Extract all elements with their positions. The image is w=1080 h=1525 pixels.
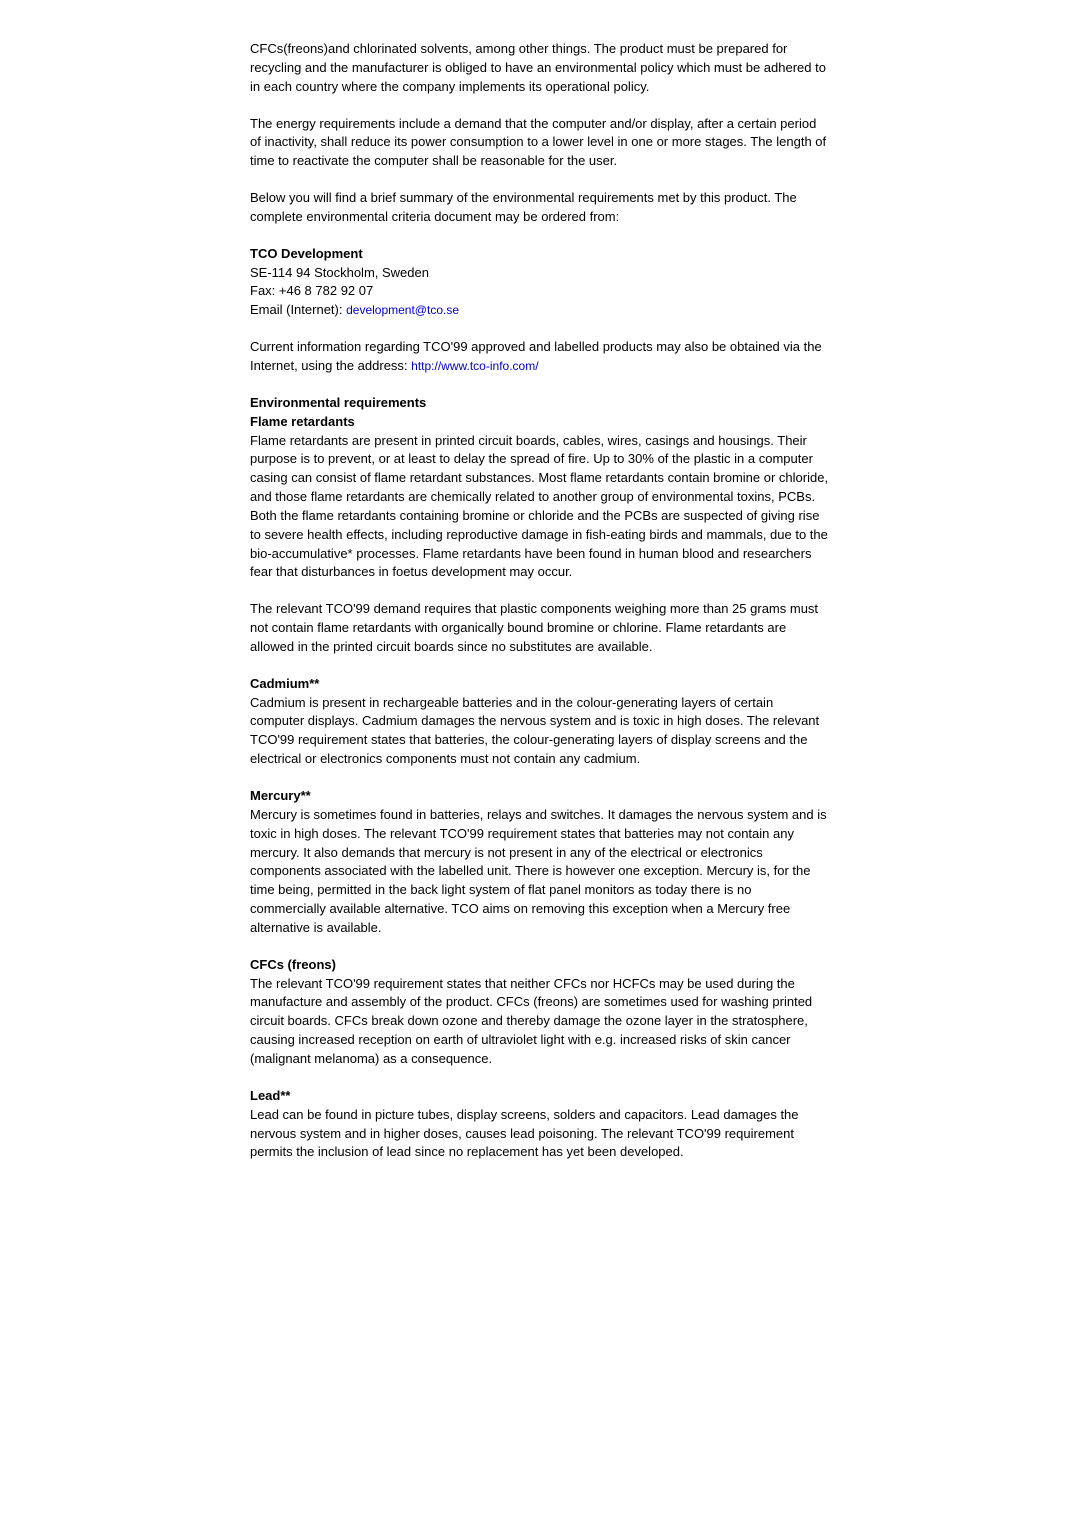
env-requirements-heading: Environmental requirements: [250, 394, 830, 413]
cadmium-heading: Cadmium**: [250, 675, 830, 694]
intro-paragraph-1: CFCs(freons)and chlorinated solvents, am…: [250, 40, 830, 97]
tco-url-link[interactable]: http://www.tco-info.com/: [411, 359, 538, 373]
tco-email-label: Email (Internet):: [250, 302, 346, 317]
document-page: CFCs(freons)and chlorinated solvents, am…: [0, 0, 1080, 1240]
mercury-body: Mercury is sometimes found in batteries,…: [250, 806, 830, 938]
tco-email-link[interactable]: development@tco.se: [346, 303, 459, 317]
tco-address: SE-114 94 Stockholm, Sweden: [250, 264, 830, 283]
tco-contact-section: TCO Development SE-114 94 Stockholm, Swe…: [250, 245, 830, 320]
flame-paragraph-2: The relevant TCO'99 demand requires that…: [250, 600, 830, 657]
tco-current-info: Current information regarding TCO'99 app…: [250, 338, 830, 376]
tco-heading: TCO Development: [250, 245, 830, 264]
mercury-heading: Mercury**: [250, 787, 830, 806]
lead-heading: Lead**: [250, 1087, 830, 1106]
flame-heading: Flame retardants: [250, 413, 830, 432]
tco-fax: Fax: +46 8 782 92 07: [250, 282, 830, 301]
cfcs-body: The relevant TCO'99 requirement states t…: [250, 975, 830, 1069]
intro-paragraph-3: Below you will find a brief summary of t…: [250, 189, 830, 227]
intro-paragraph-2: The energy requirements include a demand…: [250, 115, 830, 172]
flame-paragraph-1: Flame retardants are present in printed …: [250, 432, 830, 583]
lead-body: Lead can be found in picture tubes, disp…: [250, 1106, 830, 1163]
tco-email-line: Email (Internet): development@tco.se: [250, 301, 830, 320]
cadmium-body: Cadmium is present in rechargeable batte…: [250, 694, 830, 769]
cfcs-heading: CFCs (freons): [250, 956, 830, 975]
